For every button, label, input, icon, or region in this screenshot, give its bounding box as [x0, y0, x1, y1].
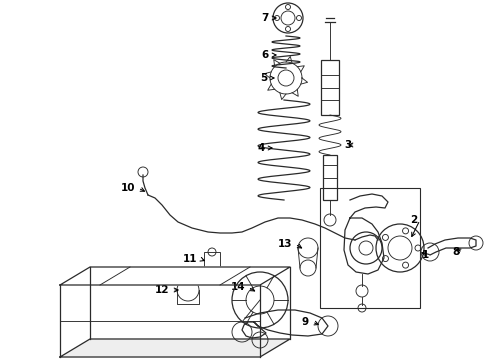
Text: 10: 10: [121, 183, 135, 193]
Text: 12: 12: [154, 285, 169, 295]
Text: 8: 8: [453, 247, 460, 257]
Bar: [321, 60, 339, 115]
Bar: [320, 188, 420, 308]
Text: 14: 14: [230, 282, 245, 292]
Text: 11: 11: [182, 254, 197, 264]
Text: 13: 13: [277, 239, 292, 249]
Text: 7: 7: [262, 13, 269, 23]
Bar: [323, 155, 337, 200]
Polygon shape: [60, 267, 290, 285]
Text: 5: 5: [260, 73, 267, 83]
Text: 3: 3: [345, 140, 352, 150]
Text: 9: 9: [302, 317, 309, 327]
Bar: [204, 252, 220, 272]
Polygon shape: [60, 339, 290, 357]
Text: 2: 2: [410, 215, 417, 225]
Text: 1: 1: [422, 250, 429, 260]
Text: 4: 4: [258, 143, 265, 153]
Text: 6: 6: [262, 50, 269, 60]
